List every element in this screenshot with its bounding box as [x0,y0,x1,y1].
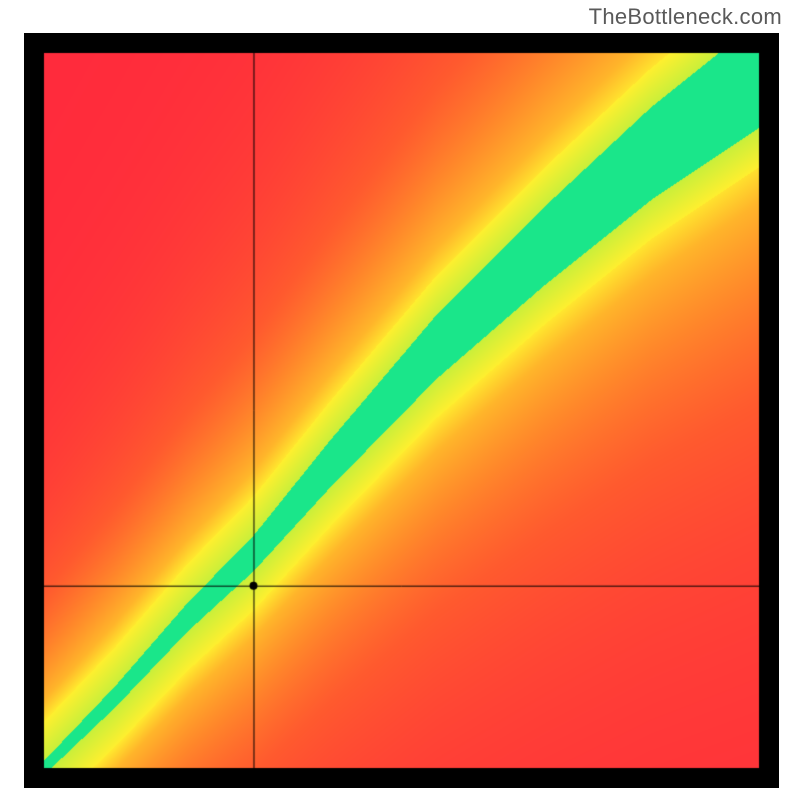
heatmap-canvas [24,33,779,788]
watermark-text: TheBottleneck.com [589,4,782,30]
chart-container: TheBottleneck.com [0,0,800,800]
heatmap-panel [24,33,779,788]
